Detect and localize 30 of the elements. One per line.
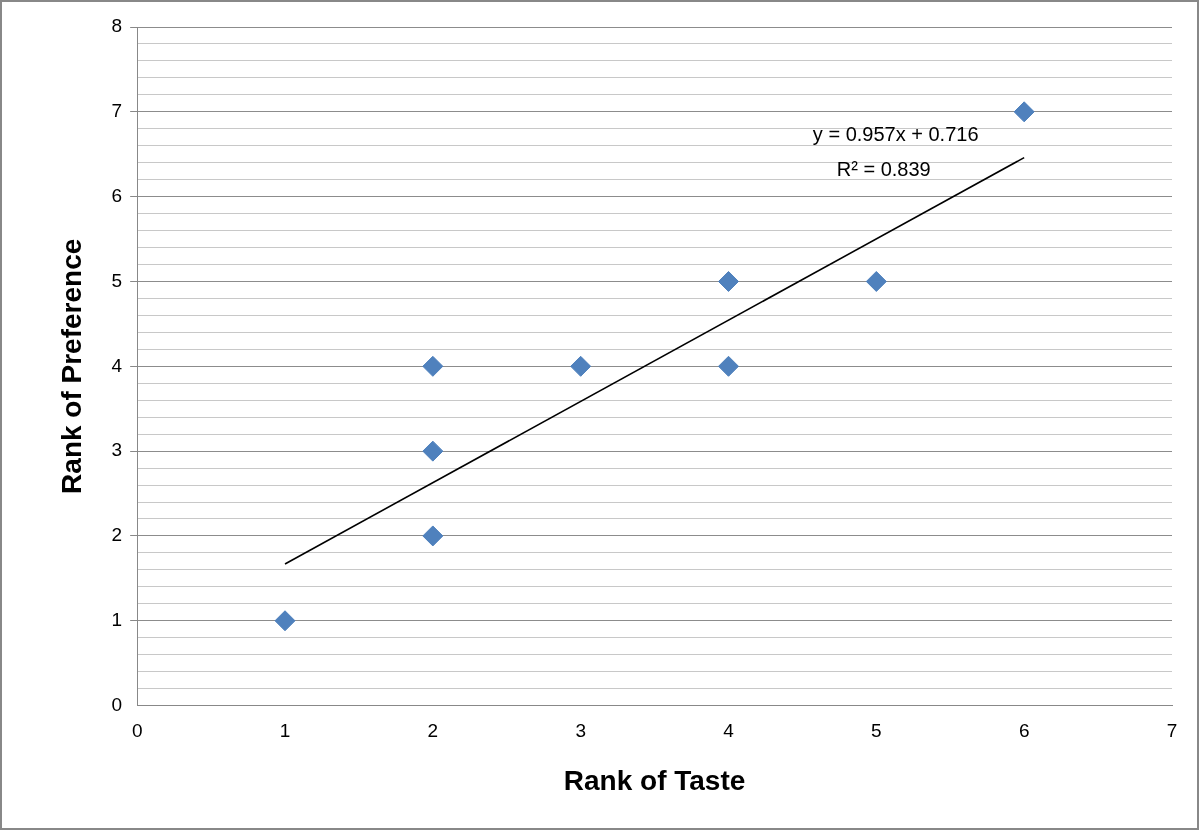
point [422, 440, 444, 462]
point [422, 525, 444, 547]
x-tick-label: 4 [723, 720, 735, 742]
x-tick-label: 0 [131, 720, 143, 742]
point [865, 270, 887, 292]
y-tick-label: 6 [111, 184, 123, 206]
x-tick-label: 3 [575, 720, 586, 742]
point [570, 355, 592, 377]
x-tick-label: 5 [871, 720, 882, 742]
y-tick-label: 3 [111, 439, 123, 461]
y-tick-label: 1 [111, 609, 123, 631]
point [422, 355, 444, 377]
point [718, 270, 739, 292]
y-tick-label: 4 [111, 354, 123, 376]
y-tick-label: 7 [111, 100, 123, 122]
x-axis-title: Rank of Taste [563, 764, 746, 796]
y-tick-label: 5 [111, 269, 123, 291]
y-tick-label: 2 [111, 524, 123, 546]
y-tick-label: 0 [111, 693, 123, 715]
x-tick-label: 7 [1166, 720, 1178, 742]
point [1013, 101, 1035, 123]
point [718, 355, 739, 377]
y-tick-label: 8 [111, 15, 123, 37]
x-tick-label: 1 [279, 720, 291, 742]
annotation: R² = 0.839 [836, 157, 931, 180]
point [274, 610, 296, 632]
annotation: y = 0.957x + 0.716 [812, 122, 979, 145]
x-tick-label: 6 [1018, 720, 1030, 742]
x-tick-label: 2 [427, 720, 439, 742]
y-axis-title: Rank of Preference [55, 238, 87, 494]
